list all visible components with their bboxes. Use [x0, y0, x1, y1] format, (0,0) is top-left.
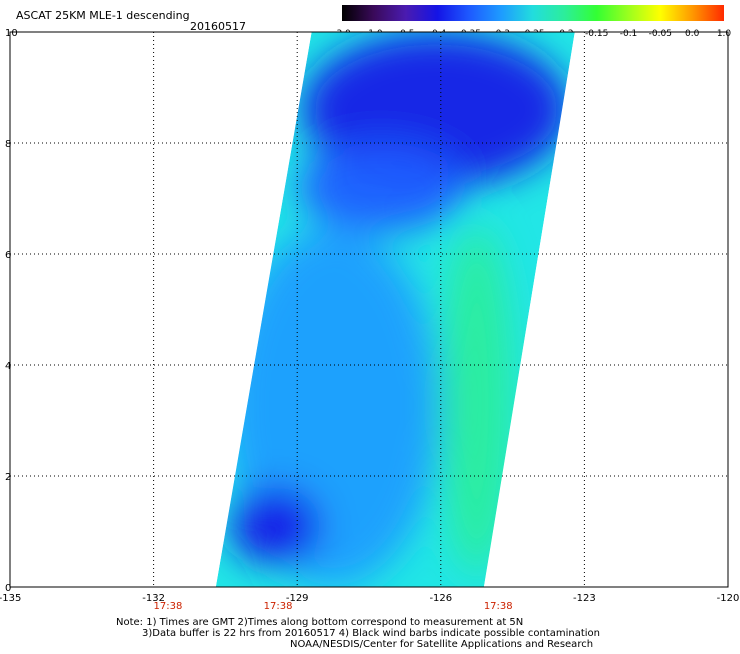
- data-region: [297, 143, 465, 232]
- plot-frame: [9, 31, 729, 588]
- data-region: [440, 226, 513, 576]
- colorbar-label: -0.05: [649, 29, 672, 39]
- x-tick-label: -132: [142, 593, 165, 604]
- swath-data: [215, 32, 575, 587]
- time-label: 17:38: [154, 601, 183, 612]
- colorbar-label: -0.15: [585, 29, 608, 39]
- colorbar-label: -0.1: [620, 29, 638, 39]
- colorbar-label: 0.0: [685, 29, 700, 39]
- time-label: 17:38: [484, 601, 513, 612]
- y-tick-label: 4: [5, 361, 11, 372]
- colorbar-gradient: [342, 5, 724, 21]
- x-tick-label: -126: [429, 593, 452, 604]
- x-tick-label: -129: [286, 593, 309, 604]
- y-tick-label: 0: [5, 583, 11, 594]
- x-tick-label: -135: [0, 593, 21, 604]
- y-tick-label: 6: [5, 250, 11, 261]
- time-labels: 17:38 17:38 17:38: [154, 601, 513, 612]
- time-label: 17:38: [264, 601, 293, 612]
- y-axis: 0 2 4 6 8 10: [5, 28, 18, 594]
- x-axis: -135 -132 -129 -126 -123 -120: [0, 593, 739, 604]
- note-line-1: Note: 1) Times are GMT 2)Times along bot…: [116, 617, 523, 628]
- x-tick-label: -120: [717, 593, 740, 604]
- y-tick-label: 8: [5, 139, 11, 150]
- chart-date: 20160517: [190, 20, 246, 33]
- colorbar-label: 1.0: [717, 29, 732, 39]
- data-region: [230, 487, 322, 565]
- y-tick-label: 2: [5, 472, 11, 483]
- note-line-2: 3)Data buffer is 22 hrs from 20160517 4)…: [142, 628, 600, 639]
- y-tick-label: 10: [5, 28, 18, 39]
- note-line-3: NOAA/NESDIS/Center for Satellite Applica…: [290, 639, 593, 650]
- grid-lines: [10, 32, 728, 587]
- chart-title: ASCAT 25KM MLE-1 descending: [16, 9, 190, 22]
- x-tick-label: -123: [573, 593, 596, 604]
